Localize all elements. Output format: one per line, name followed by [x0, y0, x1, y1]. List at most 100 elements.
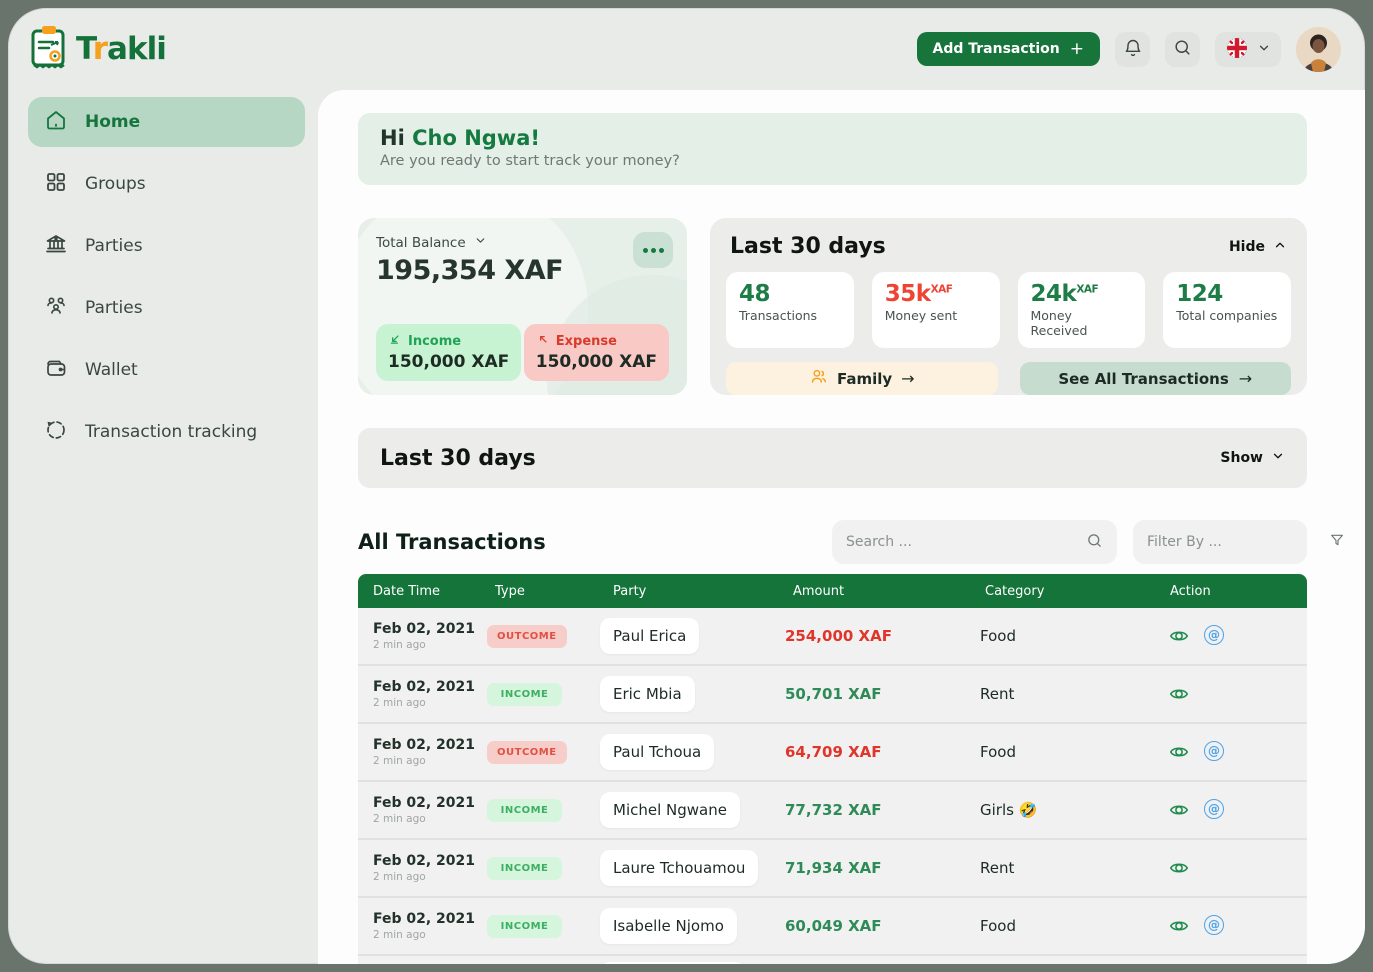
people-icon	[44, 294, 68, 323]
family-button[interactable]: Family →	[726, 362, 998, 395]
see-all-label: See All Transactions	[1058, 369, 1229, 388]
transaction-date: Feb 02, 2021	[373, 853, 476, 869]
sidebar-item-home[interactable]: Home	[28, 97, 305, 147]
see-all-transactions-button[interactable]: See All Transactions →	[1019, 362, 1291, 395]
greeting-title: Hi Cho Ngwa!	[380, 126, 1285, 150]
sidebar-item-groups[interactable]: Groups	[28, 159, 305, 209]
sidebar-item-wallet[interactable]: Wallet	[28, 345, 305, 395]
bank-icon	[44, 232, 68, 261]
eye-icon[interactable]	[1168, 915, 1190, 937]
stat-value: 24k	[1030, 281, 1077, 307]
body-row: Home Groups Parties	[8, 90, 1365, 964]
sidebar-item-label: Transaction tracking	[85, 422, 258, 442]
show-button[interactable]: Show	[1220, 449, 1285, 467]
stat-label: Transactions	[739, 308, 818, 323]
eye-icon[interactable]	[1168, 799, 1190, 821]
transaction-party: Paul Erica	[600, 618, 700, 654]
summary-cards-row: Total Balance 195,354 XAF	[358, 218, 1307, 395]
transaction-amount: 71,934 XAF	[785, 859, 882, 877]
transaction-party: Eric Mbia	[600, 676, 695, 712]
expense-arrow-icon	[536, 332, 550, 350]
filter-input[interactable]	[1147, 534, 1321, 550]
sidebar-item-parties-people[interactable]: Parties	[28, 283, 305, 333]
last-30-days-card: Last 30 days Hide 48 Transactions	[710, 218, 1307, 395]
transaction-category: Rent	[980, 859, 1015, 877]
chevron-down-icon[interactable]	[474, 234, 487, 251]
bell-icon	[1123, 38, 1143, 61]
add-transaction-label: Add Transaction	[932, 41, 1060, 57]
transactions-toolbar: All Transactions	[358, 520, 1343, 564]
show-label: Show	[1220, 450, 1263, 466]
sidebar-item-label: Groups	[85, 174, 146, 194]
eye-icon[interactable]	[1168, 741, 1190, 763]
topbar-actions: Add Transaction +	[916, 26, 1341, 72]
transaction-time-ago: 2 min ago	[373, 697, 426, 709]
language-selector[interactable]	[1215, 31, 1281, 67]
collapsed-section-title: Last 30 days	[380, 445, 536, 471]
greeting-hi: Hi	[380, 126, 405, 150]
transaction-actions: @	[1138, 799, 1307, 821]
stat-unit: XAF	[1076, 283, 1099, 296]
transaction-category: Rent	[980, 685, 1015, 703]
column-amount: Amount	[793, 583, 845, 599]
plus-icon: +	[1069, 39, 1084, 59]
stat-label: Total companies	[1176, 308, 1278, 323]
stat-label: Money Received	[1030, 308, 1088, 338]
attachment-icon[interactable]: @	[1204, 741, 1224, 761]
table-body: Feb 02, 2021 2 min ago OUTCOME Paul Eric…	[358, 608, 1307, 956]
collapsed-last-30-days-section: Last 30 days Show	[358, 428, 1307, 488]
filter-funnel-icon[interactable]	[1329, 532, 1345, 552]
column-type: Type	[495, 583, 525, 599]
stat-unit: XAF	[930, 283, 953, 296]
search-input[interactable]	[846, 534, 1078, 550]
transaction-party: Isabelle Njomo	[600, 908, 737, 944]
attachment-icon[interactable]: @	[1204, 799, 1224, 819]
sidebar: Home Groups Parties	[8, 90, 318, 964]
hide-button[interactable]: Hide	[1229, 238, 1287, 256]
table-row[interactable]: Feb 02, 2021 2 min ago OUTCOME Paul Tcho…	[358, 724, 1307, 782]
greeting-subtitle: Are you ready to start track your money?	[380, 153, 680, 169]
attachment-icon[interactable]: @	[1204, 625, 1224, 645]
attachment-icon[interactable]: @	[1204, 915, 1224, 935]
sidebar-item-transaction-tracking[interactable]: Transaction tracking	[28, 407, 305, 457]
eye-icon[interactable]	[1168, 857, 1190, 879]
transaction-time-ago: 2 min ago	[373, 755, 426, 767]
wallet-icon	[44, 356, 68, 385]
table-row[interactable]: Feb 02, 2021 2 min ago OUTCOME Paul Eric…	[358, 608, 1307, 666]
top-bar: Trakli Add Transaction +	[8, 8, 1365, 90]
transaction-actions	[1138, 857, 1307, 879]
stat-value: 35k	[884, 281, 931, 307]
stat-value: 124	[1176, 281, 1223, 307]
user-avatar[interactable]	[1296, 26, 1341, 72]
balance-menu-button[interactable]	[633, 232, 673, 268]
groups-icon	[44, 170, 68, 199]
search-button[interactable]	[1165, 31, 1200, 67]
transactions-search-box	[832, 520, 1117, 564]
table-row[interactable]: Feb 02, 2021 2 min ago INCOME Eric Mbia …	[358, 666, 1307, 724]
eye-icon[interactable]	[1168, 683, 1190, 705]
transaction-category: Food	[980, 917, 1016, 935]
sidebar-item-label: Parties	[85, 236, 143, 256]
transaction-amount: 64,709 XAF	[785, 743, 882, 761]
stat-label: Money sent	[884, 308, 958, 323]
table-row[interactable]: Feb 02, 2021 2 min ago INCOME Isabelle N…	[358, 898, 1307, 956]
table-row[interactable]: Feb 02, 2021 2 min ago INCOME Laure Tcho…	[358, 840, 1307, 898]
transaction-type-badge: INCOME	[487, 857, 562, 880]
table-row[interactable]: Feb 02, 2021 2 min ago INCOME Michel Ngw…	[358, 782, 1307, 840]
sidebar-item-parties-bank[interactable]: Parties	[28, 221, 305, 271]
expense-label: Expense	[555, 333, 617, 349]
sidebar-item-label: Parties	[85, 298, 143, 318]
add-transaction-button[interactable]: Add Transaction +	[916, 32, 1100, 66]
column-action: Action	[1170, 583, 1211, 599]
transaction-time-ago: 2 min ago	[373, 639, 426, 651]
transaction-amount: 60,049 XAF	[785, 917, 882, 935]
notifications-button[interactable]	[1115, 31, 1150, 67]
search-icon[interactable]	[1086, 532, 1103, 553]
transaction-amount: 50,701 XAF	[785, 685, 882, 703]
column-category: Category	[985, 583, 1045, 599]
stat-transactions: 48 Transactions	[726, 272, 854, 348]
eye-icon[interactable]	[1168, 625, 1190, 647]
stat-money-sent: 35kXAF Money sent	[871, 272, 1000, 348]
column-date-time: Date Time	[373, 583, 441, 599]
transaction-date: Feb 02, 2021	[373, 737, 476, 753]
